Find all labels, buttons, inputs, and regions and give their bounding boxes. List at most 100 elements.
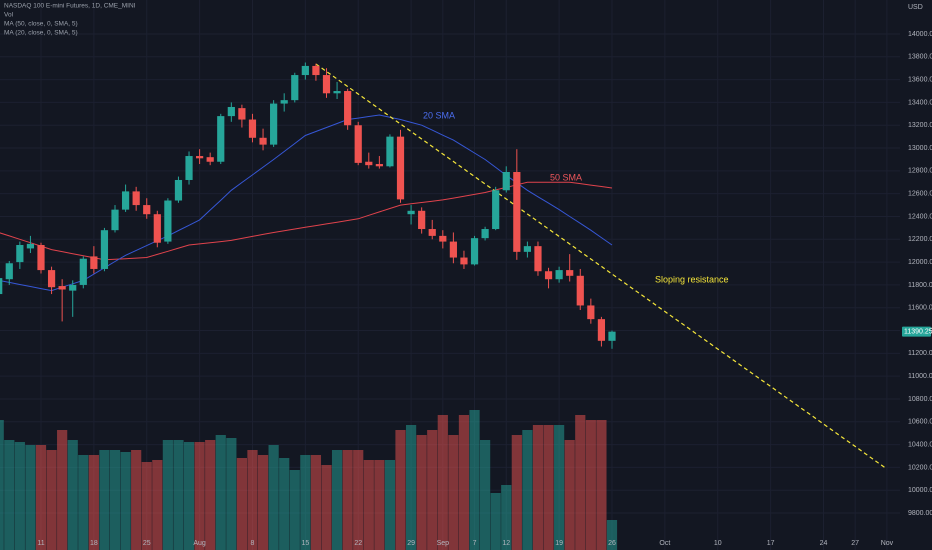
last-price-box (902, 326, 931, 337)
volume-bar (374, 460, 385, 550)
volume-bar (4, 440, 15, 550)
candle-body (576, 275, 584, 306)
candle-body (428, 229, 436, 236)
x-tick-label: 10 (714, 540, 722, 547)
candle-body (90, 256, 98, 269)
y-tick-label: 12400.00 (908, 213, 932, 220)
y-tick-label: 12000.00 (908, 259, 932, 266)
volume-bar (25, 445, 36, 550)
candle-body (418, 210, 426, 230)
candle-body (375, 164, 383, 167)
candle-body (502, 172, 510, 191)
candle-body (291, 75, 299, 101)
legend-entry: MA (20, close, 0, SMA, 5) (4, 30, 78, 37)
volume-bar (67, 440, 78, 550)
volume-bar (300, 455, 311, 550)
x-tick-label: 22 (354, 540, 362, 547)
candle-body (354, 125, 362, 163)
y-tick-label: 9800.00 (908, 510, 932, 517)
candle-body (481, 229, 489, 239)
x-tick-label: Oct (659, 540, 670, 547)
volume-bar (585, 420, 596, 550)
candle-body (174, 179, 183, 201)
candle-body (143, 205, 151, 215)
last-price-label: 11390.25 (904, 329, 932, 336)
volume-bar (458, 415, 470, 550)
volume-bar (99, 450, 110, 550)
volume-bar (522, 430, 533, 550)
volume-bar (173, 440, 184, 550)
y-tick-label: 13200.00 (908, 122, 932, 129)
volume-bar (395, 430, 406, 550)
candle-body (534, 246, 542, 272)
candle-body (16, 245, 24, 263)
volume-bar (405, 425, 417, 550)
volume-bar (416, 435, 427, 550)
volume-bar (215, 435, 226, 550)
candle-body (449, 241, 457, 258)
x-tick-label: 11 (37, 540, 44, 547)
volume-legend: Vol (4, 12, 14, 19)
y-tick-label: 11200.00 (908, 350, 932, 357)
candle-body (344, 91, 352, 126)
candle-body (227, 106, 235, 117)
volume-bar (490, 493, 501, 550)
y-tick-label: 11800.00 (908, 282, 932, 289)
y-tick-label: 14000.00 (908, 31, 932, 38)
candle-body (153, 214, 161, 243)
trendline-label: Sloping resistance (655, 274, 729, 284)
candle-body (121, 191, 130, 210)
volume-bar (353, 450, 364, 550)
candle-body (196, 156, 204, 159)
candle-body (460, 257, 468, 265)
x-tick-label: 29 (407, 540, 415, 547)
candle-body (0, 278, 3, 295)
volume-bar (226, 438, 237, 550)
candle-body (312, 65, 320, 76)
y-tick-label: 11600.00 (908, 305, 932, 312)
candle-body (206, 157, 214, 162)
candle-body (5, 263, 13, 280)
y-tick-label: 12800.00 (908, 168, 932, 175)
candle-body (523, 246, 531, 252)
x-tick-label: 12 (502, 540, 510, 547)
volume-bar (469, 410, 480, 550)
candle-body (608, 331, 616, 341)
currency-label: USD (908, 4, 923, 11)
candle-body (248, 119, 257, 138)
volume-bar (109, 450, 121, 550)
candle-body (164, 200, 172, 242)
y-tick-label: 13400.00 (908, 99, 932, 106)
volume-bar (342, 450, 353, 550)
volume-bar (363, 460, 374, 550)
volume-bar (448, 435, 459, 550)
volume-bar (120, 452, 131, 550)
annotation: 50 SMA (550, 172, 582, 182)
volume-bar (331, 450, 343, 550)
volume-bar (596, 420, 607, 550)
volume-bar (321, 465, 332, 550)
candle-body (566, 270, 574, 276)
y-tick-label: 10000.00 (908, 487, 932, 494)
volume-pane (0, 410, 618, 550)
x-tick-label: 25 (143, 540, 151, 547)
x-tick-label: Nov (881, 540, 894, 547)
volume-bar (236, 458, 248, 550)
candle-body (111, 209, 119, 231)
y-tick-label: 13600.00 (908, 76, 932, 83)
candle-body (47, 270, 56, 288)
y-tick-label: 10200.00 (908, 464, 932, 471)
candle-body (439, 235, 447, 242)
volume-bar (14, 442, 25, 550)
x-tick-label: 19 (555, 540, 563, 547)
candle-body (544, 271, 553, 280)
x-tick-label: 26 (608, 540, 616, 547)
x-tick-label: Aug (193, 540, 206, 547)
candle-body (513, 172, 521, 252)
candle-body (58, 286, 66, 290)
y-tick-label: 12600.00 (908, 191, 932, 198)
candle-body (100, 230, 109, 269)
y-tick-label: 10800.00 (908, 396, 932, 403)
volume-bar (606, 520, 618, 550)
trend-line (315, 63, 888, 470)
